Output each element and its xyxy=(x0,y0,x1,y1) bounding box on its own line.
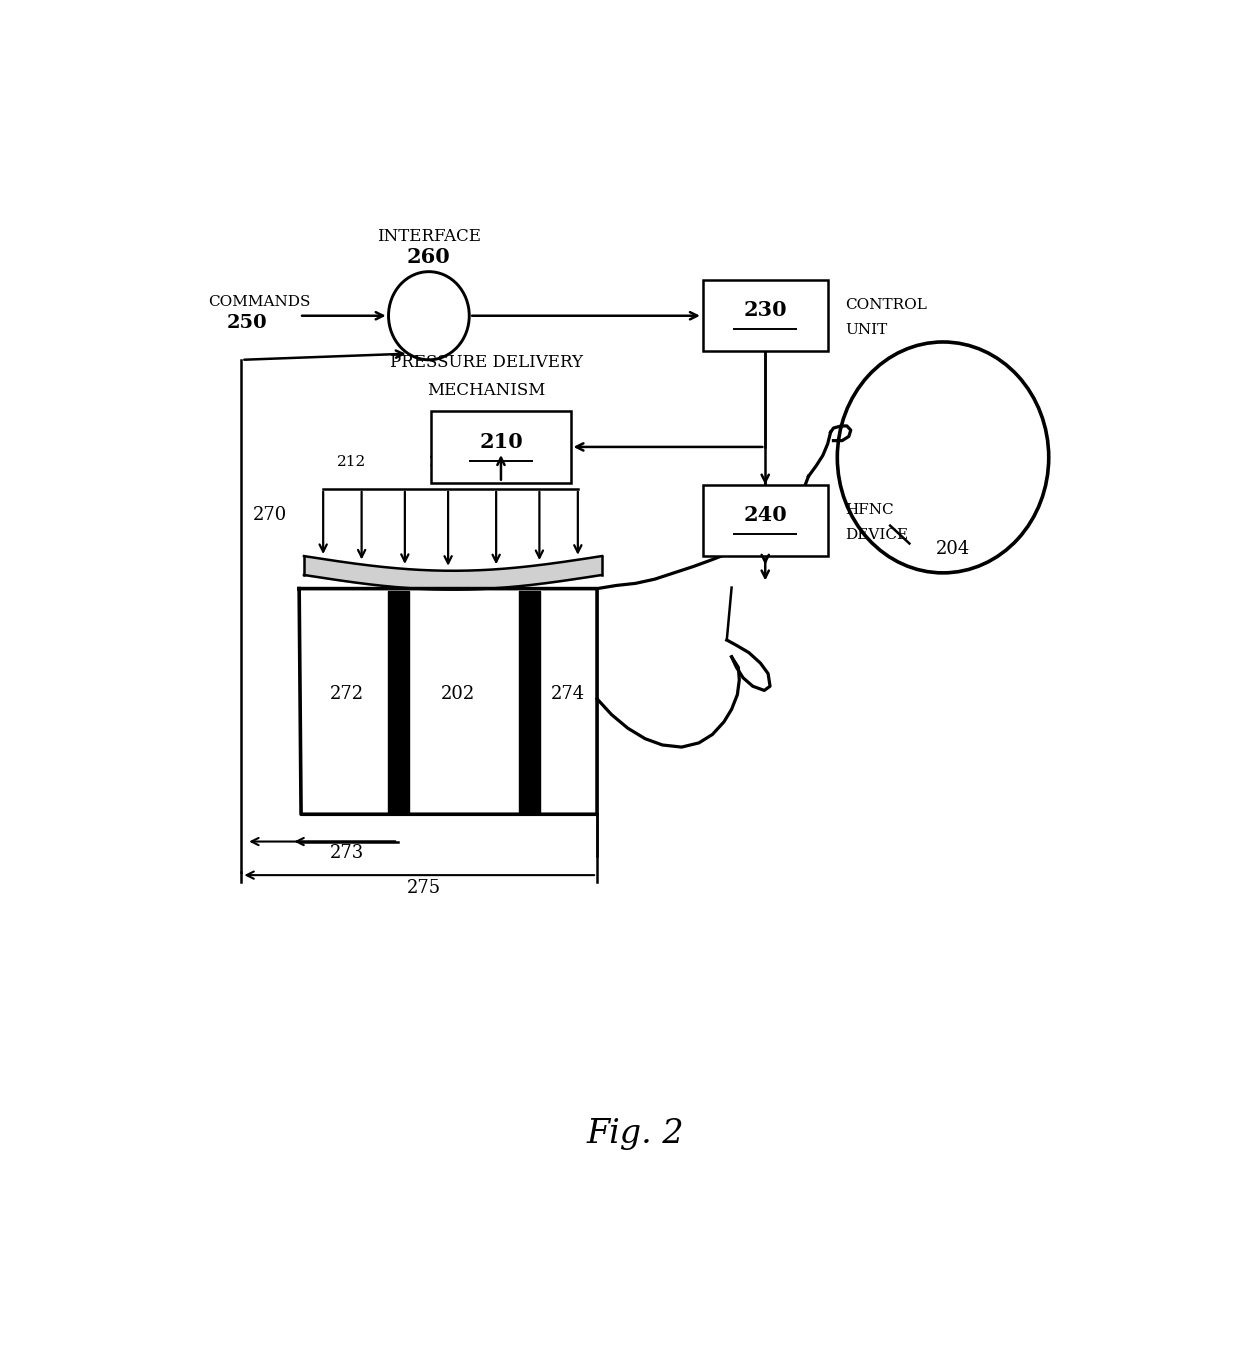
Bar xyxy=(703,485,828,556)
Text: UNIT: UNIT xyxy=(844,323,888,338)
Text: MECHANISM: MECHANISM xyxy=(428,382,546,398)
Text: 214: 214 xyxy=(429,455,458,469)
Text: 250: 250 xyxy=(227,313,268,333)
Text: HFNC: HFNC xyxy=(844,503,894,517)
Text: DEVICE: DEVICE xyxy=(844,527,908,542)
Text: CONTROL: CONTROL xyxy=(844,298,926,312)
Text: Fig. 2: Fig. 2 xyxy=(587,1119,684,1150)
Text: 216: 216 xyxy=(539,455,568,469)
Text: 212: 212 xyxy=(337,455,367,469)
Bar xyxy=(432,412,570,483)
Text: 240: 240 xyxy=(743,506,787,525)
Text: 272: 272 xyxy=(330,684,365,703)
Text: 270: 270 xyxy=(253,507,288,525)
Text: 274: 274 xyxy=(551,684,585,703)
Text: INTERFACE: INTERFACE xyxy=(377,229,481,245)
Text: 273: 273 xyxy=(330,844,365,863)
Text: 210: 210 xyxy=(479,432,523,451)
Text: 260: 260 xyxy=(407,248,451,267)
Text: COMMANDS: COMMANDS xyxy=(208,296,310,309)
Text: 230: 230 xyxy=(744,300,787,320)
Bar xyxy=(703,279,828,352)
Text: 275: 275 xyxy=(407,879,441,897)
Text: PRESSURE DELIVERY: PRESSURE DELIVERY xyxy=(391,354,583,371)
Text: 204: 204 xyxy=(935,540,970,557)
Text: 202: 202 xyxy=(440,684,475,703)
